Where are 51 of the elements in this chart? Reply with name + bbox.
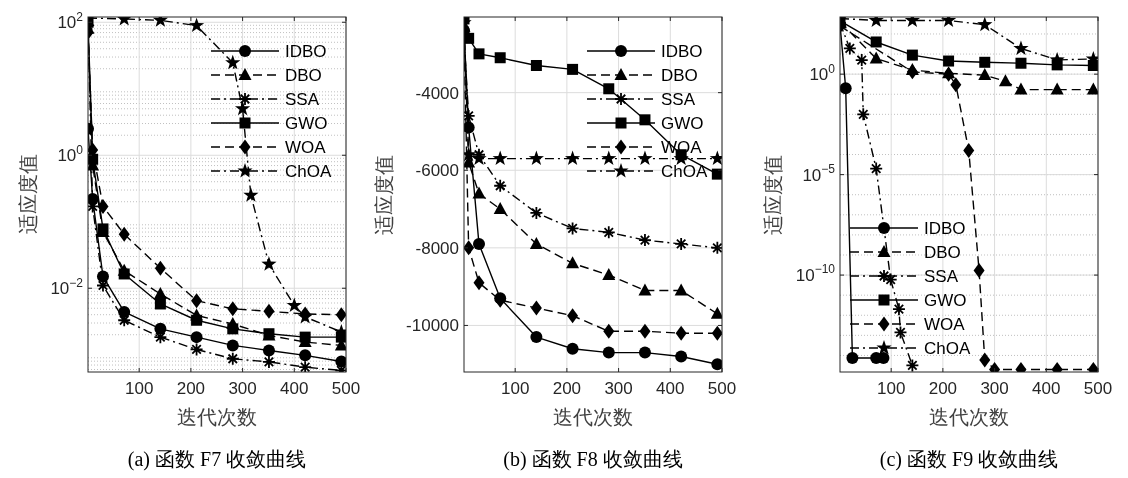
legend-label: ChOA [285,162,332,181]
legend-label: IDBO [661,42,703,61]
x-axis-title: 迭代次数 [553,406,633,428]
y-tick-label: 10$^{0}$ [809,61,836,85]
legend-label: GWO [661,114,704,133]
y-axis-title: 适应度值 [17,154,40,235]
text: (c) 函数 F9 收敛曲线 [879,448,1059,471]
legend-label: DBO [285,66,322,85]
x-tick-label: 300 [980,379,1009,398]
y-tick-label: 10$^{0}$ [57,142,84,166]
y-axis-title: 适应度值 [373,154,396,235]
text: (b) 函数 F8 收敛曲线 [503,448,683,471]
y-tick-label: 10$^{−2}$ [50,275,84,299]
legend-label: IDBO [285,42,327,61]
legend-label: SSA [661,90,696,109]
x-axis-title: 迭代次数 [177,406,257,428]
y-axis-title: 适应度值 [762,154,785,235]
legend-label: GWO [924,291,967,310]
y-tick-label: -8000 [415,238,459,258]
text: (a) 函数 F7 收敛曲线 [127,448,307,471]
y-tick-label: 10$^{−5}$ [802,161,836,185]
y-tick-label: 10$^{2}$ [57,9,84,33]
x-tick-label: 500 [331,379,361,398]
legend-label: WOA [924,315,966,334]
x-axis-title: 迭代次数 [929,406,1009,428]
y-tick-label: -10000 [406,316,459,336]
y-tick-label: 10$^{−10}$ [795,262,836,286]
y-tick-label: -4000 [415,83,459,103]
y-tick-label: -6000 [415,161,459,181]
legend-label: DBO [661,66,698,85]
x-tick-label: 400 [656,379,685,398]
x-tick-label: 300 [228,379,257,398]
x-tick-label: 400 [1032,379,1061,398]
x-tick-label: 200 [552,379,582,398]
legend-label: DBO [924,243,961,262]
legend-label: ChOA [924,339,971,358]
x-tick-label: 100 [501,379,530,398]
x-tick-label: 500 [707,379,737,398]
legend-label: ChOA [661,162,708,181]
legend-label: WOA [285,138,327,157]
legend-label: IDBO [924,219,966,238]
legend-label: GWO [285,114,328,133]
x-tick-label: 300 [604,379,633,398]
x-tick-label: 100 [125,379,154,398]
legend-label: SSA [924,267,959,286]
legend-label: SSA [285,90,320,109]
x-tick-label: 200 [176,379,206,398]
x-tick-label: 100 [877,379,906,398]
x-tick-label: 200 [928,379,958,398]
x-tick-label: 400 [280,379,309,398]
x-tick-label: 500 [1083,379,1113,398]
